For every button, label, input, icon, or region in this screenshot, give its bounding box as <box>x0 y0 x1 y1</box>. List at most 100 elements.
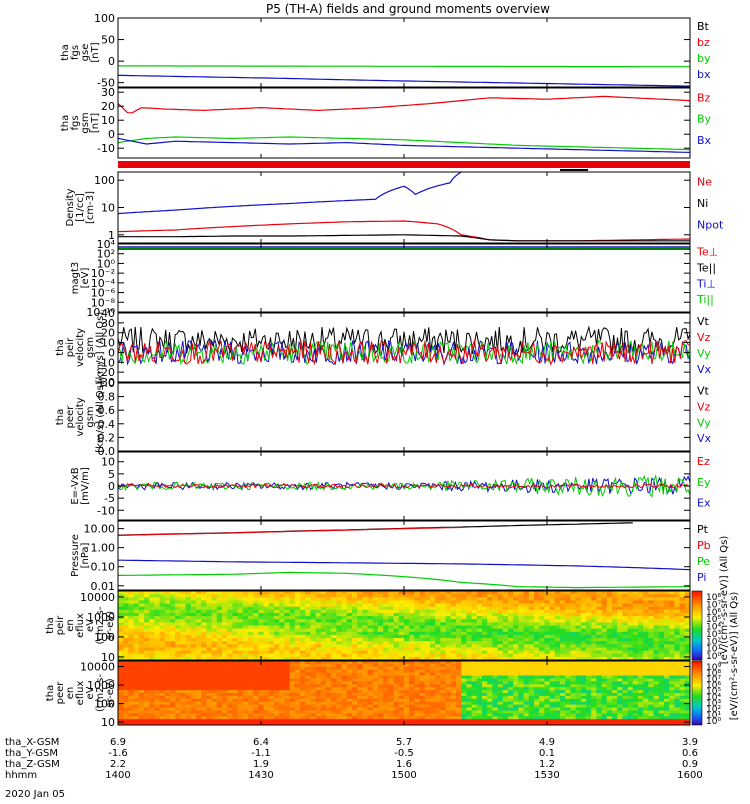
spectrogram-cell <box>404 604 410 608</box>
spectrogram-cell <box>602 629 608 633</box>
spectrogram-cell <box>518 629 524 633</box>
spectrogram-cell <box>487 708 493 712</box>
spectrogram-cell <box>664 644 670 648</box>
spectrogram-cell <box>160 619 166 623</box>
spectrogram-cell <box>186 654 192 658</box>
spectrogram-cell <box>492 629 498 633</box>
spectrogram-cell <box>217 708 223 712</box>
spectrogram-cell <box>305 708 311 712</box>
spectrogram-cell <box>420 676 426 680</box>
spectrogram-cell <box>326 604 332 608</box>
spectrogram-cell <box>648 604 654 608</box>
legend-vt: Vt <box>697 315 710 328</box>
spectrogram-cell <box>607 644 613 648</box>
spectrogram-cell <box>669 610 675 614</box>
spectrogram-cell <box>316 594 322 598</box>
spectrogram-cell <box>674 594 680 598</box>
spectrogram-cell <box>352 644 358 648</box>
spectrogram-cell <box>232 644 238 648</box>
spectrogram-cell <box>269 654 275 658</box>
spectrogram-cell <box>461 676 467 680</box>
spectrogram-cell <box>539 594 545 598</box>
spectrogram-cell <box>212 629 218 633</box>
spectrogram-cell <box>201 644 207 648</box>
spectrogram-cell <box>248 594 254 598</box>
spectrogram-cell <box>524 708 530 712</box>
spectrogram-cell <box>518 676 524 680</box>
spectrogram-cell <box>492 708 498 712</box>
spectrogram-cell <box>342 610 348 614</box>
spectrogram-cell <box>414 610 420 614</box>
y-tick-label: 0 <box>108 55 115 68</box>
spectrogram-cell <box>420 604 426 608</box>
spectrogram-cell <box>274 629 280 633</box>
spectrogram-cell <box>534 604 540 608</box>
spectrogram-cell <box>362 644 368 648</box>
spectrogram-cell <box>612 638 618 642</box>
spectrogram-cell <box>352 654 358 658</box>
spectrogram-cell <box>196 594 202 598</box>
spectrogram-cell <box>659 604 665 608</box>
spectrogram-cell <box>222 604 228 608</box>
spectrogram-cell <box>212 708 218 712</box>
spectrogram-cell <box>435 604 441 608</box>
spectrogram-cell <box>669 629 675 633</box>
spectrogram-cell <box>118 638 124 642</box>
spectrogram-cell <box>617 629 623 633</box>
spectrogram-cell <box>227 594 233 598</box>
spectrogram-cell <box>227 654 233 658</box>
spectrogram-cell <box>222 594 228 598</box>
spectrogram-cell <box>134 654 140 658</box>
spectrogram-cell <box>534 644 540 648</box>
spectrogram-cell <box>550 676 556 680</box>
spectrogram-cell <box>269 594 275 598</box>
spectrogram-cell <box>529 638 535 642</box>
spectrogram-cell <box>342 594 348 598</box>
spectrogram-cell <box>404 676 410 680</box>
spectrogram-cell <box>305 604 311 608</box>
spectrogram-cell <box>492 654 498 658</box>
spectrogram-cell <box>342 708 348 712</box>
spectrogram-cell <box>477 604 483 608</box>
spectrogram-cell <box>461 619 467 623</box>
spectrogram-cell <box>175 610 181 614</box>
spectrogram-cell <box>513 604 519 608</box>
spectrogram-cell <box>586 708 592 712</box>
spectrogram-cell <box>123 708 129 712</box>
y-tick-label: 0.10 <box>91 561 116 574</box>
spectrogram-cell <box>284 604 290 608</box>
spectrogram-cell <box>342 644 348 648</box>
spectrogram-cell <box>607 654 613 658</box>
spectrogram-cell <box>622 610 628 614</box>
spectrogram-cell <box>160 629 166 633</box>
spectrogram-cell <box>206 654 212 658</box>
spectrogram-cell <box>243 638 249 642</box>
spectrogram-cell <box>310 594 316 598</box>
spectrogram-cell <box>544 629 550 633</box>
spectrogram-cell <box>534 610 540 614</box>
spectrogram-cell <box>576 604 582 608</box>
spectrogram-cell <box>555 708 561 712</box>
spectrogram-cell <box>243 610 249 614</box>
spectrogram-cell <box>295 654 301 658</box>
spectrogram-cell <box>591 644 597 648</box>
spectrogram-cell <box>607 610 613 614</box>
spectrogram-cell <box>456 594 462 598</box>
spectrogram-cell <box>482 676 488 680</box>
spectrogram-cell <box>347 610 353 614</box>
spectrogram-cell <box>253 676 259 680</box>
spectrogram-cell <box>149 676 155 680</box>
spectrogram-cell <box>565 676 571 680</box>
spectrogram-cell <box>560 654 566 658</box>
spectrogram-cell <box>648 610 654 614</box>
spectrogram-cell <box>628 604 634 608</box>
spectrogram-cell <box>394 654 400 658</box>
spectrogram-cell <box>316 638 322 642</box>
spectrogram-cell <box>217 638 223 642</box>
spectrogram-cell <box>154 654 160 658</box>
spectrogram-cell <box>440 594 446 598</box>
spectrogram-cell <box>144 638 150 642</box>
spectrogram-cell <box>633 676 639 680</box>
colorbar <box>692 591 702 660</box>
spectrogram-cell <box>674 638 680 642</box>
